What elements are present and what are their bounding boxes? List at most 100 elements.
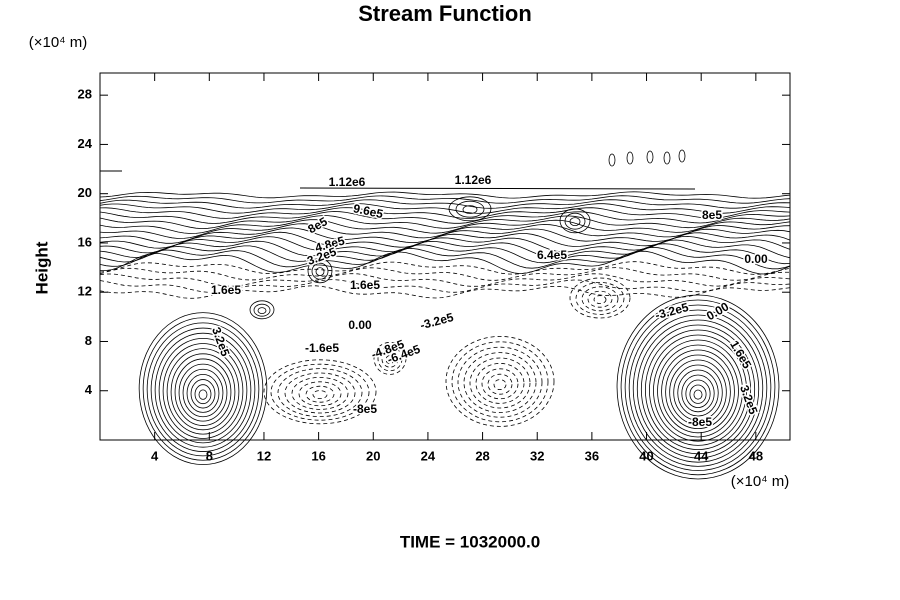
contour-line (669, 359, 727, 425)
x-tick-label: 16 (311, 448, 325, 463)
contour-label: 8e5 (702, 208, 722, 222)
contour-line (99, 279, 791, 293)
contour-line (99, 239, 791, 259)
contour-line (640, 324, 756, 455)
contour-line (448, 196, 492, 222)
contour-line (99, 246, 791, 270)
contour-line (681, 374, 715, 413)
y-unit-label: (×10⁴ m) (29, 34, 88, 51)
contour-line (99, 203, 791, 214)
y-axis-label: Height (32, 241, 51, 294)
y-tick-label: 28 (78, 87, 92, 102)
contour-line (158, 337, 248, 444)
contour-label: 6.4e5 (537, 248, 567, 262)
contour-line (616, 294, 780, 480)
contour-line (593, 295, 607, 305)
contour-line (575, 281, 625, 315)
contour-line (99, 285, 791, 299)
y-tick-label: 20 (78, 185, 92, 200)
contour-line (253, 303, 271, 317)
x-tick-label: 12 (257, 448, 271, 463)
contour-line (487, 373, 513, 395)
contour-line (653, 339, 743, 442)
contour-line (99, 219, 791, 234)
y-tick-label: 16 (78, 234, 92, 249)
contour-label: 0.00 (744, 252, 768, 266)
contour-line (693, 389, 703, 400)
contour-label: 1.12e6 (329, 175, 366, 189)
footer: TIME = 1032000.0 (400, 532, 540, 551)
contour-line (632, 314, 764, 463)
contour-line (624, 304, 772, 472)
contour-line (257, 307, 267, 315)
contour-line (373, 341, 407, 375)
contour-line (377, 346, 403, 372)
contour-line (678, 149, 686, 163)
contour-line (277, 368, 363, 418)
contour-line (182, 368, 224, 418)
y-tick-label: 24 (78, 136, 93, 151)
contour-line (608, 153, 616, 167)
contour-line (569, 277, 631, 319)
y-tick-label: 4 (85, 382, 93, 397)
x-unit-label: (×10⁴ m) (731, 473, 790, 490)
contour-line (99, 235, 791, 254)
contour-line (99, 261, 791, 275)
contour-line (481, 368, 519, 400)
plot-frame (99, 72, 791, 441)
contour-line (620, 299, 776, 476)
contour-line (99, 215, 791, 230)
contour-line (581, 286, 619, 312)
x-tick-label: 28 (475, 448, 489, 463)
contour-line (284, 372, 356, 414)
contour-line (186, 373, 220, 413)
contour-line (469, 357, 531, 409)
contour-label: -1.6e5 (305, 341, 339, 355)
contour-line (249, 300, 275, 320)
contour-line (657, 344, 739, 438)
contour-line (99, 207, 791, 219)
contour-line (190, 379, 216, 409)
contour-line (315, 267, 325, 277)
contour-line (636, 319, 760, 459)
contour-line (174, 358, 232, 426)
contour-line (559, 208, 591, 234)
contour-line (146, 322, 260, 457)
contour-line (673, 364, 723, 421)
contour-label: 1.12e6 (455, 173, 492, 187)
contour-line (587, 290, 613, 308)
x-tick-label: 44 (694, 448, 709, 463)
contour-label: 1.6e5 (211, 283, 241, 297)
contour-line (99, 195, 791, 204)
x-tick-label: 20 (366, 448, 380, 463)
contour-line (154, 332, 252, 448)
contour-line (451, 341, 549, 423)
y-tick-label: 8 (85, 333, 92, 348)
contour-label: 0.00 (348, 318, 372, 332)
contour-line (475, 362, 525, 404)
contour-line (99, 267, 791, 281)
contour-line (100, 250, 791, 275)
contour-line (628, 309, 768, 467)
contour-line (178, 363, 228, 422)
contour-line (99, 243, 791, 265)
chart-title: Stream Function (358, 1, 532, 26)
contour-line (307, 258, 333, 284)
contour-line (463, 352, 537, 414)
contour-line (644, 329, 752, 450)
contour-label: -8e5 (688, 415, 712, 429)
contour-line (311, 262, 329, 280)
contour-line (99, 191, 791, 199)
contours (99, 149, 791, 480)
contour-line (685, 379, 711, 409)
contour-line (270, 363, 370, 421)
contour-line (564, 212, 586, 230)
contour-line (263, 359, 377, 425)
contour-line (569, 217, 581, 227)
contour-line (457, 346, 543, 418)
contour-line (150, 327, 256, 452)
contour-line (381, 350, 399, 368)
x-tick-label: 8 (206, 448, 213, 463)
